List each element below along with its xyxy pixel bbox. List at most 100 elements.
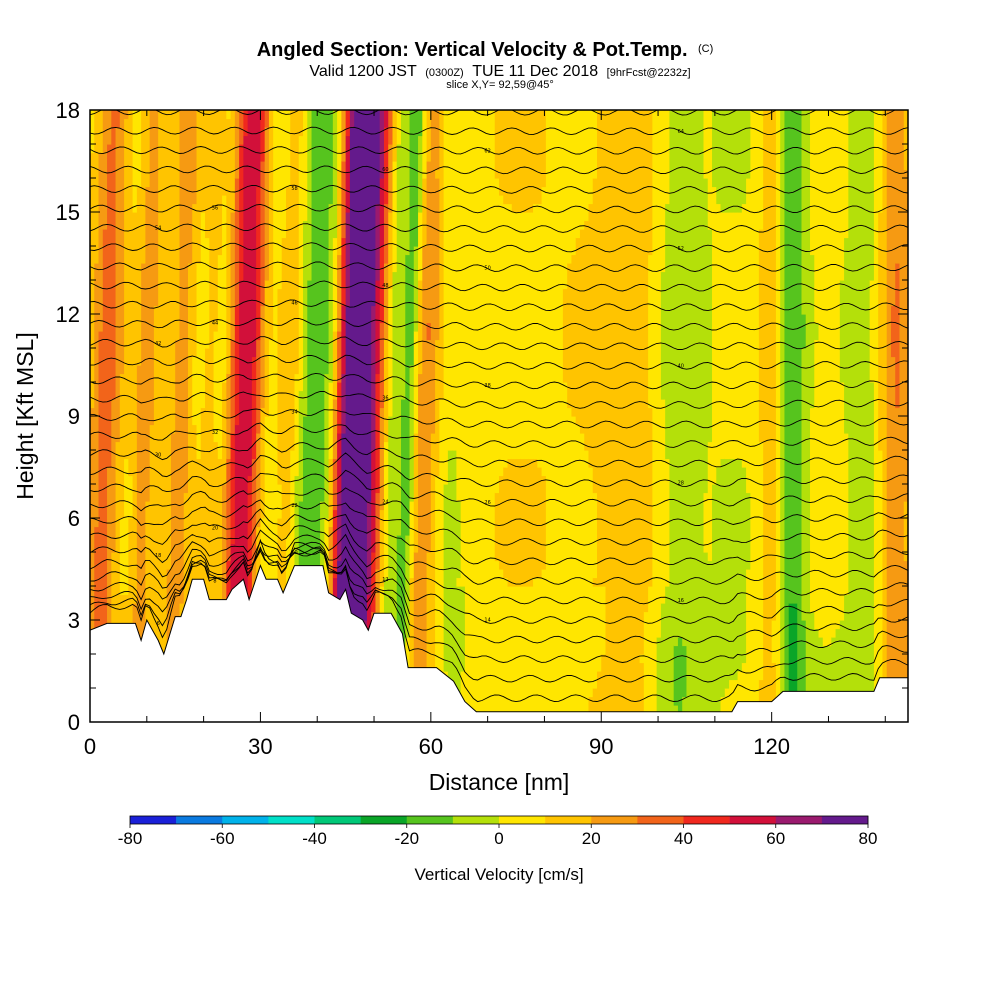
valid-utc: (0300Z) xyxy=(425,67,464,79)
velocity-cell xyxy=(422,178,428,247)
x-tick-label: 30 xyxy=(248,734,272,759)
velocity-cell xyxy=(303,220,308,417)
velocity-cell xyxy=(426,322,432,341)
velocity-cell xyxy=(592,178,598,494)
velocity-cell xyxy=(379,178,385,247)
velocity-cell xyxy=(822,110,828,647)
velocity-cell xyxy=(537,577,543,722)
velocity-cell xyxy=(90,407,95,647)
velocity-cell xyxy=(533,203,538,460)
theta-contour xyxy=(90,546,908,683)
velocity-cell xyxy=(690,110,696,722)
theta-contour xyxy=(90,203,908,214)
velocity-cell xyxy=(499,475,504,570)
velocity-cell xyxy=(677,110,683,638)
velocity-cell xyxy=(345,212,351,307)
velocity-cell xyxy=(780,110,786,722)
velocity-cell xyxy=(281,110,287,239)
velocity-cell xyxy=(852,110,858,722)
velocity-cell xyxy=(733,458,739,681)
velocity-cell xyxy=(788,110,794,604)
colorbar-swatch xyxy=(360,816,408,824)
velocity-cell xyxy=(375,492,381,570)
velocity-cell xyxy=(571,110,577,256)
theta-contour xyxy=(90,422,908,448)
slice-label: slice X,Y= 92,59@45° xyxy=(446,79,554,91)
velocity-cell xyxy=(656,110,662,638)
velocity-cell xyxy=(337,169,342,256)
velocity-cell xyxy=(409,577,415,672)
velocity-cell xyxy=(682,645,688,698)
velocity-cell xyxy=(230,110,236,213)
velocity-cell xyxy=(516,586,521,722)
velocity-cell xyxy=(332,458,338,511)
velocity-cell xyxy=(562,382,568,722)
theta-contour-label: 44 xyxy=(212,320,218,326)
theta-contour xyxy=(90,469,908,507)
velocity-cell xyxy=(413,433,419,553)
velocity-cell xyxy=(592,492,598,579)
velocity-cell xyxy=(839,382,845,621)
velocity-cell xyxy=(844,433,849,596)
velocity-cell xyxy=(720,696,726,722)
velocity-cell xyxy=(379,246,385,324)
velocity-cell xyxy=(771,662,777,722)
velocity-cell xyxy=(839,280,845,383)
velocity-cell xyxy=(383,110,389,128)
theta-contour-label: 32 xyxy=(212,430,218,436)
velocity-cell xyxy=(124,458,129,596)
velocity-cell xyxy=(200,212,206,409)
velocity-cell xyxy=(217,254,223,460)
theta-contour xyxy=(90,242,908,253)
velocity-cell xyxy=(298,135,304,392)
velocity-cell xyxy=(844,237,849,434)
x-axis-ticks: 0 30 60 90 120 xyxy=(84,110,886,759)
colorbar-tick-label: -40 xyxy=(302,829,327,848)
velocity-cell xyxy=(192,356,198,426)
velocity-cell xyxy=(835,110,841,630)
velocity-cell xyxy=(618,110,624,722)
velocity-cell xyxy=(315,110,321,647)
velocity-cell xyxy=(511,110,517,213)
velocity-cell xyxy=(226,118,232,375)
velocity-cell xyxy=(528,458,534,587)
velocity-cell xyxy=(153,110,159,307)
theta-contour xyxy=(90,372,908,390)
velocity-cell xyxy=(281,237,287,722)
theta-contour-label: 34 xyxy=(291,410,297,416)
velocity-cell xyxy=(507,110,513,205)
velocity-cell xyxy=(124,118,129,460)
velocity-cell xyxy=(503,577,509,722)
velocity-cell xyxy=(788,603,794,722)
velocity-cell xyxy=(107,110,112,145)
velocity-cell xyxy=(371,110,377,307)
velocity-cell xyxy=(801,110,807,315)
velocity-cell xyxy=(703,110,709,179)
velocity-cell xyxy=(614,110,619,722)
velocity-cell xyxy=(115,441,121,722)
velocity-cell xyxy=(307,110,313,281)
velocity-cell xyxy=(383,441,389,579)
colorbar-swatch xyxy=(683,816,730,824)
velocity-cell xyxy=(401,399,406,681)
velocity-cell xyxy=(277,484,283,519)
velocity-cell xyxy=(132,110,138,213)
velocity-cell xyxy=(584,220,590,451)
theta-contour-label: 26 xyxy=(484,500,490,506)
velocity-cell xyxy=(383,203,389,264)
velocity-cell xyxy=(439,110,445,400)
velocity-cell xyxy=(592,586,598,689)
velocity-cell xyxy=(375,203,381,281)
velocity-cell xyxy=(631,110,636,722)
y-tick-label: 12 xyxy=(56,302,80,327)
velocity-cell xyxy=(648,254,653,409)
x-tick-label: 0 xyxy=(84,734,96,759)
velocity-cell xyxy=(456,586,462,698)
velocity-cell xyxy=(102,110,108,230)
theta-contour-label: 60 xyxy=(382,167,388,173)
velocity-cell xyxy=(256,110,262,188)
theta-contour xyxy=(90,538,908,703)
velocity-cell xyxy=(473,110,479,722)
velocity-cell xyxy=(430,110,436,434)
